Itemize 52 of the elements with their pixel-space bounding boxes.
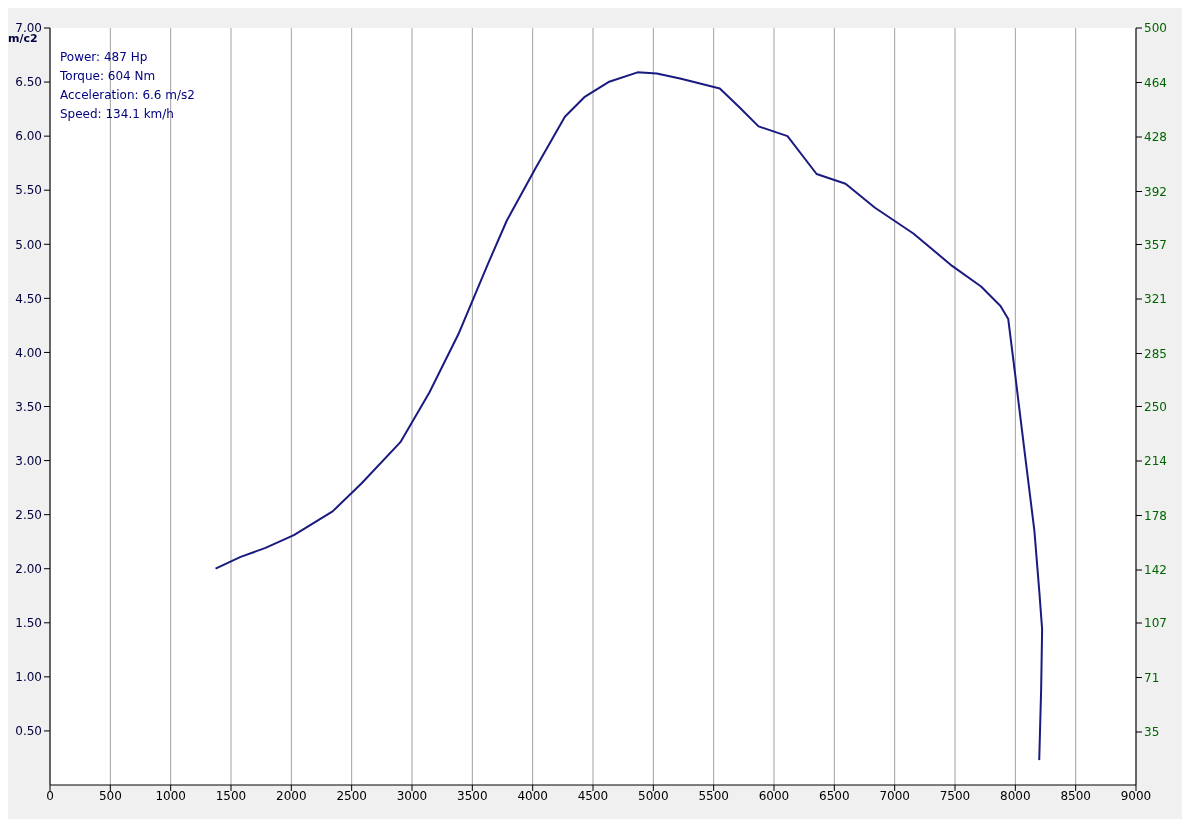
x-tick-label: 1000	[154, 789, 187, 803]
y2-tick-label: 428	[1144, 130, 1167, 145]
y-tick-label: 5.50	[15, 183, 42, 198]
x-tick-label: 500	[97, 789, 123, 803]
y-tick-label: 3.00	[15, 453, 42, 468]
line-series	[214, 71, 1044, 762]
y2-tick-label: 392	[1144, 184, 1167, 199]
x-tick-label: 2000	[275, 789, 308, 803]
x-tick-label: 5000	[637, 789, 670, 803]
y2-tick-label: 357	[1144, 237, 1167, 252]
y-tick-label: 1.00	[15, 670, 42, 685]
y2-tick-label: 35	[1144, 725, 1160, 740]
y-tick-label: 6.50	[15, 75, 42, 90]
y-axis-title: m/c2	[8, 32, 38, 45]
x-tick-label: 8500	[1059, 789, 1092, 803]
y2-tick-label: 107	[1144, 616, 1167, 631]
y-tick-label: 0.50	[15, 724, 42, 739]
x-tick-label: 6000	[757, 789, 791, 803]
x-tick-label: 3500	[456, 789, 489, 803]
y2-tick-label: 285	[1144, 346, 1167, 361]
y2-tick-label: 500	[1144, 21, 1167, 36]
x-tick-label: 3000	[395, 789, 429, 803]
y-tick-label: 6.00	[15, 129, 42, 144]
x-tick-label: 4000	[516, 789, 549, 803]
y2-tick-label: 71	[1144, 670, 1160, 685]
y2-tick-label: 250	[1144, 399, 1167, 414]
x-tick-label: 6500	[818, 789, 851, 803]
annotation: Torque: 604 Nm	[60, 68, 157, 85]
x-tick-label: 8000	[999, 789, 1032, 803]
x-tick-label: 1500	[214, 789, 248, 803]
x-tick-label: 2500	[335, 789, 368, 803]
x-tick-label: 5500	[697, 789, 730, 803]
y-tick-label: 2.00	[15, 561, 42, 576]
y-tick-label: 4.50	[15, 291, 42, 306]
y2-tick-label: 142	[1144, 563, 1167, 578]
x-tick-label: 7000	[878, 789, 911, 803]
y-tick-label: 4.00	[15, 345, 42, 360]
x-tick-label: 7500	[938, 789, 972, 803]
y-tick-label: 3.50	[15, 399, 42, 414]
y-tick-label: 5.00	[15, 237, 42, 252]
x-tick-label: 4500	[576, 789, 610, 803]
y2-tick-label: 321	[1144, 292, 1167, 307]
annotation: Acceleration: 6.6 m/s2	[60, 87, 195, 104]
x-tick-label: 9000	[1119, 789, 1153, 803]
x-tick-label: 0	[45, 789, 55, 803]
y2-tick-label: 464	[1144, 75, 1167, 90]
annotation: Power: 487 Hp	[60, 49, 149, 66]
y-tick-label: 2.50	[15, 507, 42, 522]
y2-tick-label: 178	[1144, 508, 1167, 523]
y2-tick-label: 214	[1144, 454, 1167, 469]
y-tick-label: 1.50	[15, 616, 42, 631]
annotation: Speed: 134.1 km/h	[60, 106, 175, 123]
